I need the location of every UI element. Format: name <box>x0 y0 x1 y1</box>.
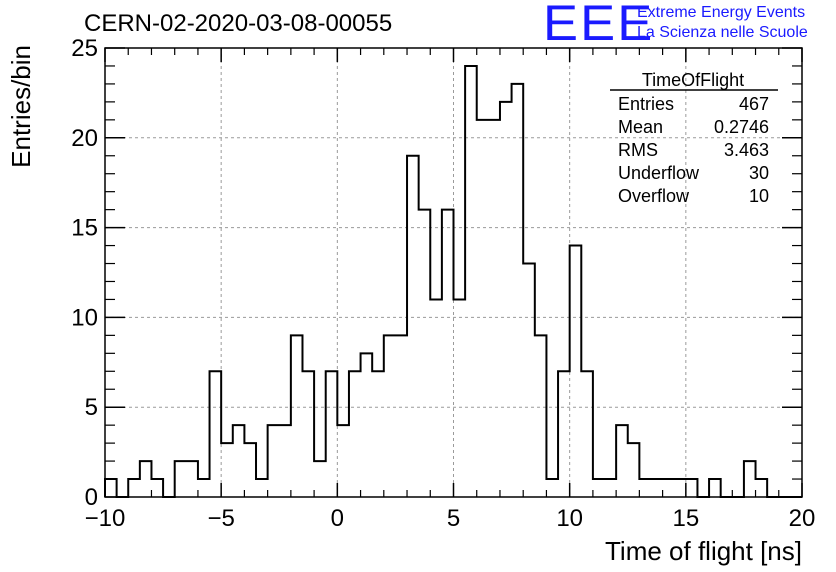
histogram-outline <box>104 64 802 498</box>
y-tick-label: 0 <box>85 484 98 511</box>
y-tick-label: 5 <box>85 394 98 421</box>
y-tick-label: 25 <box>71 35 98 62</box>
x-tick-label: −10 <box>85 505 126 532</box>
x-tick-label: −5 <box>207 505 234 532</box>
eee-logo: EEE <box>543 0 655 51</box>
x-tick-label: 5 <box>447 505 460 532</box>
y-tick-label: 10 <box>71 304 98 331</box>
logo-caption-line2: La Scienza nelle Scuole <box>637 24 808 41</box>
stats-box-name: TimeOfFlight <box>642 70 744 90</box>
chart-title: CERN-02-2020-03-08-00055 <box>84 10 393 37</box>
stats-row-value: 30 <box>749 163 769 183</box>
stats-row-label: Mean <box>618 117 663 137</box>
stats-row-label: RMS <box>618 140 658 160</box>
y-tick-labels: 0 5 10 15 20 25 <box>71 35 98 511</box>
stats-row-label: Entries <box>618 94 674 114</box>
x-tick-labels: −10 −5 0 5 10 15 20 <box>85 505 816 532</box>
stats-box: TimeOfFlight Entries 467 Mean 0.2746 RMS 3.46… <box>610 70 778 206</box>
stats-row-value: 10 <box>749 186 769 206</box>
stats-row-value: 467 <box>739 94 769 114</box>
y-tick-label: 15 <box>71 215 98 242</box>
x-axis-label: Time of flight [ns] <box>605 536 802 566</box>
y-tick-label: 20 <box>71 125 98 152</box>
logo-caption-line1: Extreme Energy Events <box>637 4 806 21</box>
stats-row-label: Overflow <box>618 186 690 206</box>
stats-row-label: Underflow <box>618 163 700 183</box>
y-axis-label: Entries/bin <box>6 45 36 168</box>
x-tick-label: 0 <box>331 505 344 532</box>
stats-row-value: 3.463 <box>724 140 769 160</box>
x-tick-label: 15 <box>672 505 699 532</box>
axis-ticks <box>104 47 803 498</box>
x-tick-label: 20 <box>789 505 816 532</box>
stats-row-value: 0.2746 <box>714 117 769 137</box>
x-tick-label: 10 <box>556 505 583 532</box>
